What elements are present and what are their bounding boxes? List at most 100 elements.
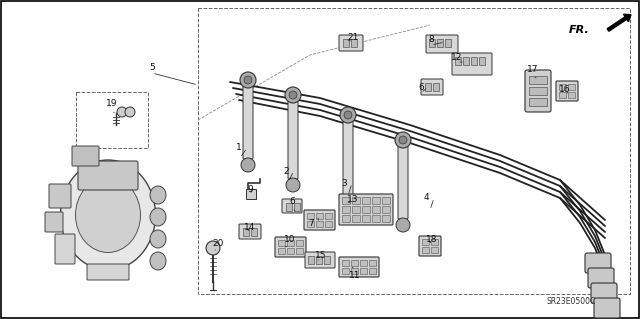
Text: 11: 11: [349, 271, 361, 280]
Bar: [369, 260, 376, 266]
Bar: [287, 240, 294, 246]
Bar: [278, 240, 285, 246]
FancyBboxPatch shape: [398, 146, 408, 219]
Bar: [382, 206, 390, 213]
Bar: [382, 215, 390, 222]
Bar: [352, 215, 360, 222]
Ellipse shape: [76, 177, 141, 253]
FancyBboxPatch shape: [421, 79, 443, 95]
FancyBboxPatch shape: [585, 253, 611, 273]
Text: 2: 2: [283, 167, 289, 175]
Bar: [559, 92, 566, 98]
Text: 3: 3: [341, 179, 347, 188]
Ellipse shape: [150, 230, 166, 248]
Bar: [316, 256, 322, 264]
FancyBboxPatch shape: [556, 81, 578, 101]
Bar: [369, 268, 376, 274]
Bar: [568, 92, 575, 98]
Bar: [342, 268, 349, 274]
Bar: [431, 247, 438, 253]
Bar: [382, 197, 390, 204]
FancyBboxPatch shape: [49, 184, 71, 208]
Bar: [246, 189, 256, 199]
Bar: [352, 197, 360, 204]
Bar: [352, 206, 360, 213]
Circle shape: [244, 76, 252, 84]
Bar: [351, 260, 358, 266]
Bar: [351, 268, 358, 274]
Circle shape: [286, 178, 300, 192]
Circle shape: [396, 218, 410, 232]
Bar: [251, 228, 257, 236]
Circle shape: [341, 203, 355, 217]
Text: 9: 9: [247, 186, 253, 195]
Bar: [437, 39, 443, 47]
Bar: [243, 228, 249, 236]
Text: 18: 18: [426, 235, 438, 244]
Bar: [422, 247, 429, 253]
Bar: [372, 215, 380, 222]
FancyBboxPatch shape: [304, 210, 335, 230]
Circle shape: [285, 87, 301, 103]
FancyBboxPatch shape: [55, 234, 75, 264]
Bar: [479, 57, 485, 65]
Text: 20: 20: [212, 240, 224, 249]
FancyBboxPatch shape: [275, 237, 306, 257]
Bar: [316, 221, 323, 227]
Bar: [372, 206, 380, 213]
Text: 17: 17: [527, 65, 539, 75]
FancyBboxPatch shape: [339, 35, 363, 51]
Text: 14: 14: [244, 224, 256, 233]
Circle shape: [399, 136, 407, 144]
Ellipse shape: [150, 186, 166, 204]
Text: 5: 5: [149, 63, 155, 72]
Bar: [362, 215, 370, 222]
Bar: [445, 39, 451, 47]
FancyBboxPatch shape: [343, 121, 353, 204]
Bar: [529, 87, 547, 95]
Bar: [342, 206, 350, 213]
Ellipse shape: [61, 160, 156, 270]
Bar: [433, 83, 439, 91]
Bar: [76, 92, 148, 148]
FancyBboxPatch shape: [419, 236, 441, 256]
Text: 4: 4: [423, 194, 429, 203]
FancyBboxPatch shape: [452, 53, 492, 75]
Ellipse shape: [150, 208, 166, 226]
FancyBboxPatch shape: [288, 101, 298, 179]
Text: 10: 10: [284, 235, 296, 244]
Bar: [342, 215, 350, 222]
FancyBboxPatch shape: [339, 194, 393, 225]
Bar: [422, 239, 429, 245]
Bar: [463, 57, 469, 65]
Bar: [529, 98, 547, 106]
Bar: [286, 203, 292, 211]
Bar: [325, 221, 332, 227]
Bar: [198, 8, 630, 294]
Bar: [429, 39, 435, 47]
Bar: [431, 239, 438, 245]
Text: 12: 12: [451, 53, 463, 62]
FancyBboxPatch shape: [594, 298, 620, 318]
FancyBboxPatch shape: [426, 35, 458, 53]
Bar: [360, 268, 367, 274]
Bar: [362, 197, 370, 204]
Bar: [529, 76, 547, 84]
Text: SR23E0500C: SR23E0500C: [547, 298, 596, 307]
Bar: [294, 203, 300, 211]
Bar: [455, 57, 461, 65]
FancyBboxPatch shape: [339, 257, 379, 277]
Bar: [559, 84, 566, 90]
Text: 19: 19: [106, 100, 118, 108]
FancyBboxPatch shape: [243, 86, 253, 159]
Text: 16: 16: [559, 85, 571, 94]
Text: 13: 13: [348, 195, 359, 204]
Circle shape: [206, 241, 220, 255]
FancyBboxPatch shape: [591, 283, 617, 303]
FancyBboxPatch shape: [588, 268, 614, 288]
FancyBboxPatch shape: [87, 264, 129, 280]
Text: FR.: FR.: [569, 25, 590, 35]
FancyBboxPatch shape: [525, 70, 551, 112]
FancyBboxPatch shape: [72, 146, 99, 166]
Ellipse shape: [150, 252, 166, 270]
